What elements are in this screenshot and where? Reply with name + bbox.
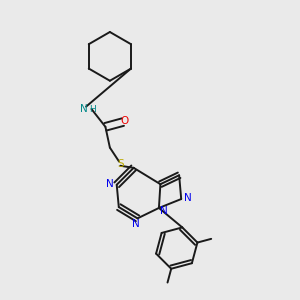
Text: N: N — [184, 193, 192, 203]
Text: N: N — [80, 104, 88, 114]
Text: N: N — [160, 206, 168, 216]
Text: S: S — [117, 159, 124, 169]
Text: N: N — [106, 179, 114, 189]
Text: N: N — [132, 219, 140, 229]
Text: H: H — [89, 105, 96, 114]
Text: O: O — [121, 116, 129, 126]
